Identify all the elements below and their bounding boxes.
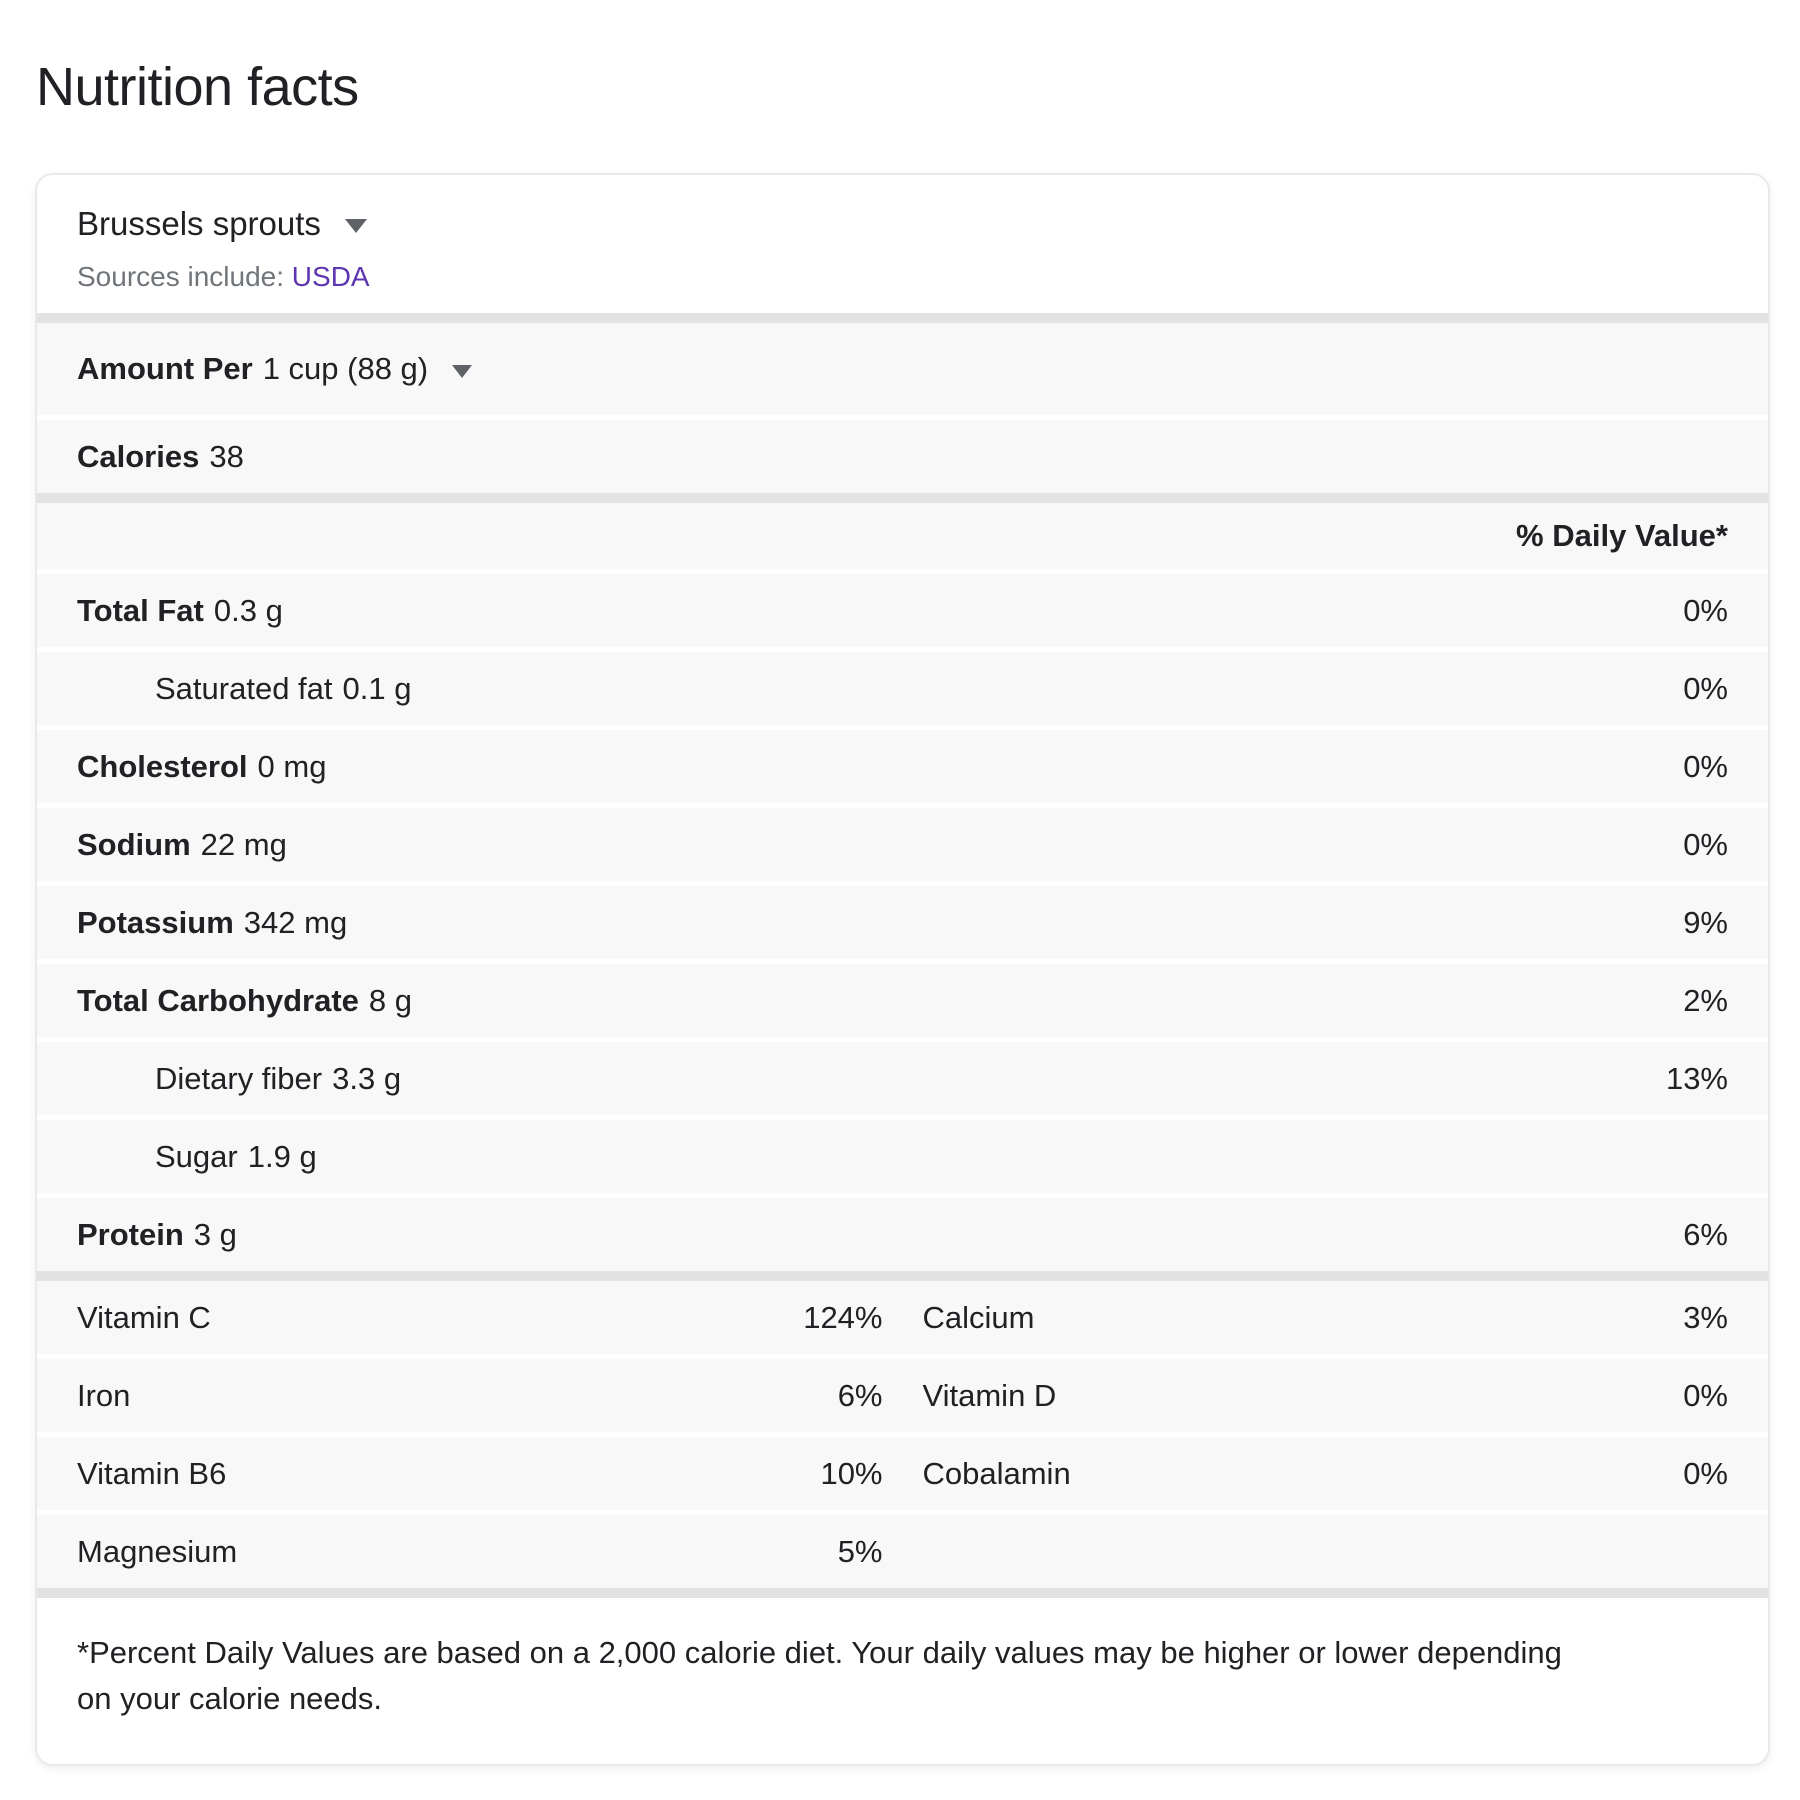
nutrient-amount: 8 g	[368, 982, 413, 1018]
section-divider	[37, 493, 1768, 503]
card-header: Brussels sprouts Sources include: USDA	[37, 175, 1768, 313]
micronutrients-section: Vitamin C 124% Calcium 3% Iron 6% Vitami…	[37, 1281, 1768, 1588]
micro-label: Cobalamin	[922, 1455, 1071, 1491]
micro-value: 0%	[1683, 1377, 1728, 1413]
nutrient-dv: 0%	[1683, 826, 1728, 862]
nutrition-card: Brussels sprouts Sources include: USDA A…	[35, 173, 1770, 1766]
nutrient-row: Sodium 22 mg 0%	[37, 808, 1768, 881]
micronutrient-row: Vitamin C 124% Calcium 3%	[37, 1281, 1768, 1354]
micro-label: Vitamin B6	[77, 1455, 227, 1491]
micronutrient-row: Magnesium 5%	[37, 1515, 1768, 1588]
nutrient-label: Sugar	[155, 1138, 238, 1174]
serving-label: Amount Per	[77, 351, 253, 386]
nutrient-row: Sugar 1.9 g	[37, 1120, 1768, 1193]
nutrient-label: Protein	[77, 1216, 184, 1252]
calories-value: 38	[209, 438, 244, 474]
micro-value: 10%	[820, 1455, 883, 1491]
section-divider	[37, 313, 1768, 323]
nutrient-row: Potassium 342 mg 9%	[37, 886, 1768, 959]
chevron-down-icon	[344, 219, 367, 233]
nutrient-row: Total Carbohydrate 8 g 2%	[37, 964, 1768, 1037]
micro-label: Iron	[77, 1377, 131, 1413]
micronutrient-row: Vitamin B6 10% Cobalamin 0%	[37, 1437, 1768, 1510]
micro-value: 6%	[837, 1377, 883, 1413]
page-title: Nutrition facts	[36, 57, 359, 117]
nutrient-amount: 0 mg	[257, 748, 327, 784]
micro-value: 124%	[803, 1299, 883, 1335]
nutrient-amount: 22 mg	[200, 826, 287, 862]
section-divider	[37, 1588, 1768, 1598]
nutrient-dv: 0%	[1683, 748, 1728, 784]
micro-label: Calcium	[922, 1299, 1035, 1335]
nutrient-amount: 0.1 g	[342, 670, 412, 706]
nutrient-dv: 2%	[1683, 982, 1728, 1018]
nutrient-row: Total Fat 0.3 g 0%	[37, 574, 1768, 647]
micro-value: 0%	[1683, 1455, 1728, 1491]
daily-value-header: % Daily Value*	[37, 503, 1768, 569]
nutrient-row: Cholesterol 0 mg 0%	[37, 730, 1768, 803]
nutrient-dv: 9%	[1683, 904, 1728, 940]
nutrients-section: % Daily Value* Total Fat 0.3 g 0% Satura…	[37, 503, 1768, 1271]
nutrient-label: Dietary fiber	[155, 1060, 323, 1096]
nutrient-dv: 6%	[1683, 1216, 1728, 1252]
nutrient-label: Total Fat	[77, 592, 204, 628]
nutrient-label: Cholesterol	[77, 748, 248, 784]
serving-size-selector[interactable]	[452, 361, 473, 378]
micro-label: Vitamin D	[922, 1377, 1057, 1413]
nutrient-amount: 3.3 g	[332, 1060, 402, 1096]
calories-label: Calories	[77, 438, 200, 474]
serving-row: Amount Per 1 cup (88 g)	[37, 323, 1768, 415]
sources-label: Sources include:	[77, 261, 285, 292]
nutrient-row: Saturated fat 0.1 g 0%	[37, 652, 1768, 725]
daily-value-footnote: *Percent Daily Values are based on a 2,0…	[77, 1635, 1562, 1716]
nutrient-row: Dietary fiber 3.3 g 13%	[37, 1042, 1768, 1115]
nutrient-row: Protein 3 g 6%	[37, 1198, 1768, 1271]
calories-row: Calories 38	[37, 420, 1768, 493]
nutrient-amount: 342 mg	[243, 904, 348, 940]
nutrient-dv: 13%	[1665, 1060, 1728, 1096]
micro-label: Vitamin C	[77, 1299, 211, 1335]
chevron-down-icon	[452, 364, 473, 378]
nutrient-label: Saturated fat	[155, 670, 333, 706]
micro-label: Magnesium	[77, 1533, 238, 1569]
section-divider	[37, 1271, 1768, 1281]
sources-line: Sources include: USDA	[77, 261, 1728, 293]
micro-value: 3%	[1683, 1299, 1728, 1335]
nutrient-amount: 0.3 g	[213, 592, 283, 628]
serving-size-value: 1 cup (88 g)	[262, 351, 429, 386]
micro-value: 5%	[837, 1533, 883, 1569]
nutrient-label: Total Carbohydrate	[77, 982, 359, 1018]
food-name: Brussels sprouts	[77, 205, 321, 242]
usda-link[interactable]: USDA	[291, 261, 370, 292]
serving-section: Amount Per 1 cup (88 g) Calories 38	[37, 323, 1768, 493]
nutrient-label: Potassium	[77, 904, 234, 940]
nutrient-dv: 0%	[1683, 670, 1728, 706]
micronutrient-row: Iron 6% Vitamin D 0%	[37, 1359, 1768, 1432]
food-selector[interactable]: Brussels sprouts	[77, 205, 367, 243]
nutrient-dv: 0%	[1683, 592, 1728, 628]
nutrient-label: Sodium	[77, 826, 191, 862]
nutrient-amount: 3 g	[193, 1216, 237, 1252]
card-footer: *Percent Daily Values are based on a 2,0…	[37, 1598, 1768, 1764]
nutrient-amount: 1.9 g	[247, 1138, 317, 1174]
